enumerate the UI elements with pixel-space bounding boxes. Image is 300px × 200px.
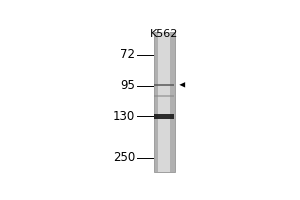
- Text: 130: 130: [113, 110, 135, 123]
- Bar: [154, 32, 175, 172]
- Text: 250: 250: [113, 151, 135, 164]
- Polygon shape: [179, 82, 185, 88]
- Text: 72: 72: [120, 48, 135, 61]
- Bar: [154, 114, 174, 119]
- Bar: [158, 32, 170, 172]
- Text: K562: K562: [150, 29, 178, 39]
- Text: 95: 95: [120, 79, 135, 92]
- Bar: [154, 95, 174, 97]
- Bar: [154, 84, 174, 86]
